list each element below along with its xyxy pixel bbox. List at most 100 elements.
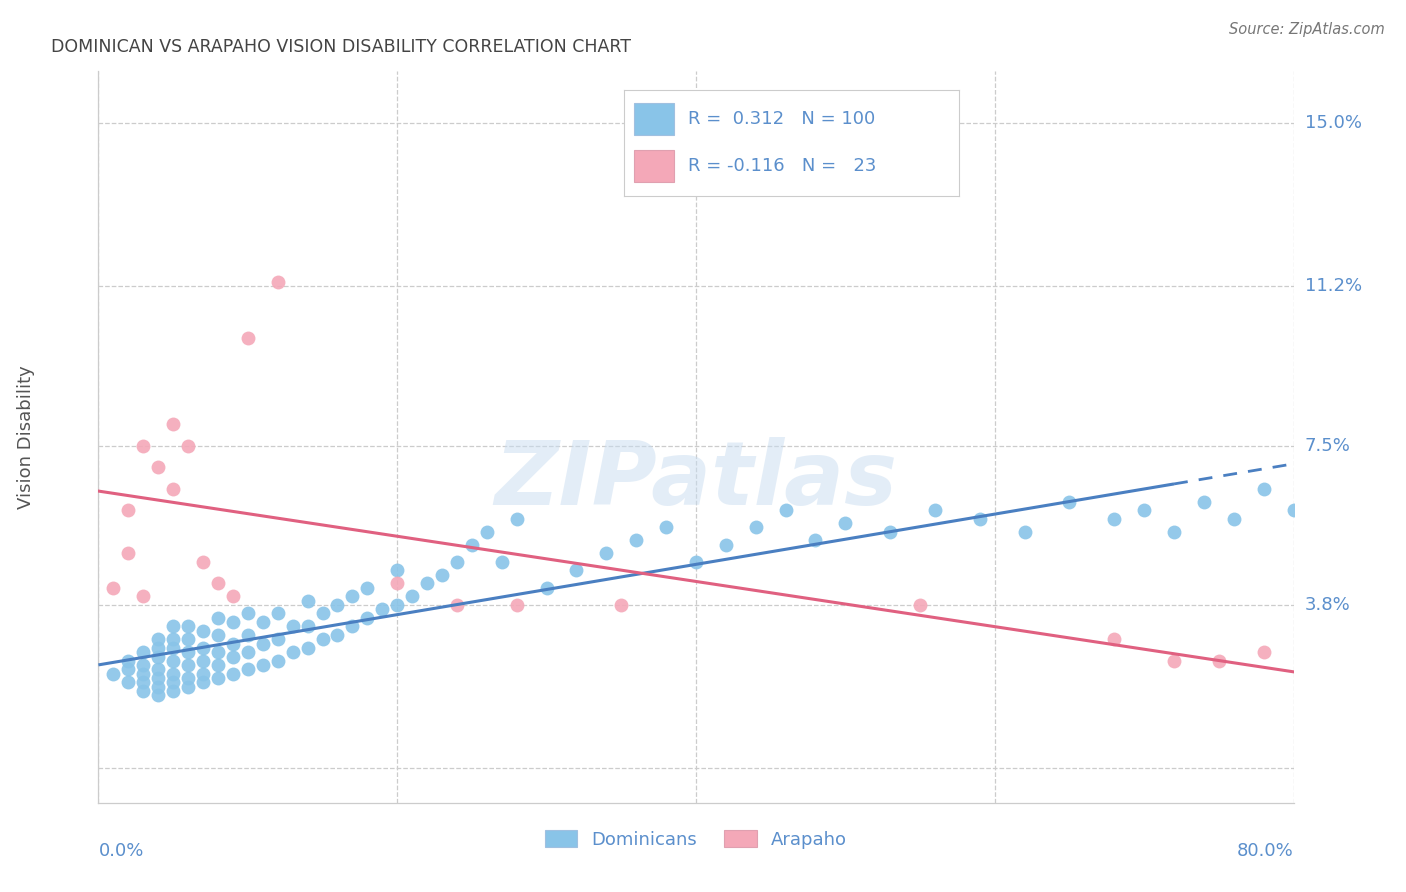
Point	[714, 538, 737, 552]
Point	[356, 611, 378, 625]
Point	[385, 564, 409, 578]
Point	[132, 684, 155, 698]
Text: DOMINICAN VS ARAPAHO VISION DISABILITY CORRELATION CHART: DOMINICAN VS ARAPAHO VISION DISABILITY C…	[51, 38, 631, 56]
Legend: Dominicans, Arapaho: Dominicans, Arapaho	[537, 822, 855, 856]
Text: Source: ZipAtlas.com: Source: ZipAtlas.com	[1229, 22, 1385, 37]
Point	[745, 520, 768, 534]
Point	[148, 640, 170, 655]
Point	[1223, 512, 1246, 526]
Point	[416, 576, 439, 591]
Point	[326, 598, 349, 612]
Point	[207, 611, 229, 625]
Point	[236, 662, 259, 676]
Point	[162, 640, 184, 655]
Point	[506, 512, 529, 526]
Point	[565, 564, 588, 578]
Point	[103, 581, 125, 595]
Point	[1208, 654, 1230, 668]
Point	[132, 645, 155, 659]
Point	[430, 567, 453, 582]
Point	[148, 649, 170, 664]
Point	[222, 589, 245, 603]
Point	[1282, 503, 1305, 517]
Text: Vision Disability: Vision Disability	[17, 365, 35, 509]
Point	[385, 576, 409, 591]
Point	[148, 662, 170, 676]
Point	[252, 637, 274, 651]
Point	[655, 520, 678, 534]
Point	[191, 675, 214, 690]
Point	[177, 632, 200, 647]
Point	[103, 666, 125, 681]
Point	[162, 417, 184, 432]
Point	[969, 512, 991, 526]
Point	[281, 619, 304, 633]
Point	[1014, 524, 1036, 539]
Point	[297, 593, 319, 607]
Point	[207, 671, 229, 685]
Point	[132, 658, 155, 673]
Point	[222, 666, 245, 681]
Point	[236, 607, 259, 621]
Point	[132, 675, 155, 690]
Point	[191, 666, 214, 681]
Point	[385, 598, 409, 612]
Point	[342, 589, 364, 603]
Point	[879, 524, 901, 539]
Point	[610, 598, 633, 612]
Point	[162, 666, 184, 681]
Point	[148, 632, 170, 647]
Point	[177, 658, 200, 673]
Point	[191, 555, 214, 569]
Point	[595, 546, 617, 560]
Point	[117, 546, 139, 560]
Point	[207, 645, 229, 659]
Point	[222, 637, 245, 651]
Point	[908, 598, 931, 612]
Point	[297, 640, 319, 655]
Point	[1104, 512, 1126, 526]
Point	[1163, 524, 1185, 539]
Point	[252, 658, 274, 673]
Point	[132, 439, 155, 453]
Point	[1253, 482, 1275, 496]
Point	[281, 645, 304, 659]
Point	[834, 516, 856, 530]
Point	[1104, 632, 1126, 647]
Point	[148, 688, 170, 702]
Point	[207, 658, 229, 673]
Point	[311, 607, 333, 621]
Point	[491, 555, 513, 569]
Point	[401, 589, 423, 603]
Text: 7.5%: 7.5%	[1305, 437, 1351, 455]
Point	[236, 645, 259, 659]
Point	[162, 675, 184, 690]
Point	[252, 615, 274, 629]
Point	[804, 533, 827, 548]
Point	[207, 576, 229, 591]
Point	[177, 680, 200, 694]
Text: 80.0%: 80.0%	[1237, 842, 1294, 860]
Point	[236, 628, 259, 642]
Point	[162, 619, 184, 633]
Point	[162, 632, 184, 647]
Point	[191, 654, 214, 668]
Point	[326, 628, 349, 642]
Point	[356, 581, 378, 595]
Point	[685, 555, 707, 569]
Point	[267, 275, 290, 289]
Point	[446, 598, 468, 612]
Point	[117, 654, 139, 668]
Point	[236, 331, 259, 345]
Point	[461, 538, 484, 552]
Point	[1253, 645, 1275, 659]
Point	[475, 524, 498, 539]
Point	[162, 654, 184, 668]
Text: 11.2%: 11.2%	[1305, 277, 1362, 295]
Point	[148, 671, 170, 685]
Text: 15.0%: 15.0%	[1305, 114, 1361, 132]
Point	[148, 680, 170, 694]
Text: 3.8%: 3.8%	[1305, 596, 1350, 614]
Point	[117, 662, 139, 676]
Point	[1192, 494, 1215, 508]
